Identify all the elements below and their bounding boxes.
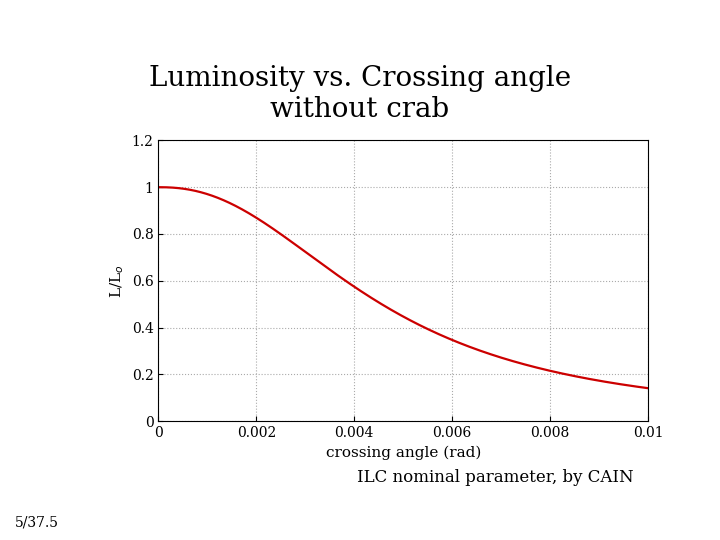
X-axis label: crossing angle (rad): crossing angle (rad) bbox=[325, 446, 481, 460]
Y-axis label: L/L$_o$: L/L$_o$ bbox=[109, 264, 126, 298]
Text: 5/37.5: 5/37.5 bbox=[14, 515, 58, 529]
Text: Luminosity vs. Crossing angle
without crab: Luminosity vs. Crossing angle without cr… bbox=[149, 65, 571, 123]
Text: ILC nominal parameter, by CAIN: ILC nominal parameter, by CAIN bbox=[357, 469, 634, 486]
